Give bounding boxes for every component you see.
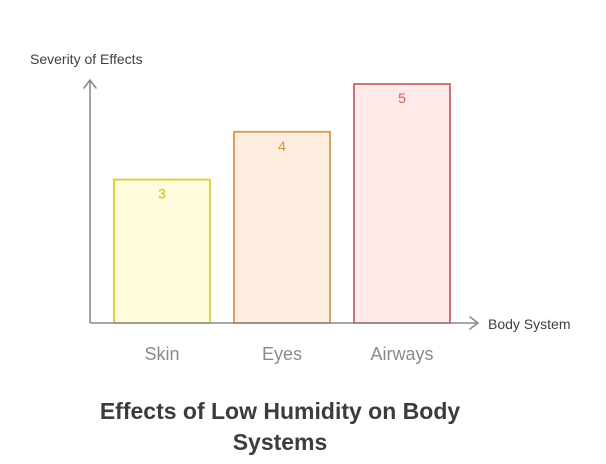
bar-chart: 3 4 5 Severity of Effects Body System Skin… [30,51,570,364]
bar-eyes [233,130,331,324]
value-label: 3 [158,186,166,202]
value-label: 5 [398,90,406,106]
bars: 3 4 5 [113,83,451,324]
category-label: Skin [144,344,179,364]
value-label: 4 [278,138,286,154]
category-label: Airways [370,344,433,364]
category-labels: Skin Eyes Airways [144,344,433,364]
category-label: Eyes [262,344,302,364]
y-axis-label: Severity of Effects [30,51,143,67]
x-axis-label: Body System [488,316,570,332]
y-axis-arrow-icon [83,79,97,89]
x-axis-arrow-icon [469,316,479,330]
bar-airways [353,83,451,324]
bar-skin [113,178,211,324]
axes: Severity of Effects Body System [30,51,570,332]
chart-title: Effects of Low Humidity on Body Systems [99,398,461,455]
